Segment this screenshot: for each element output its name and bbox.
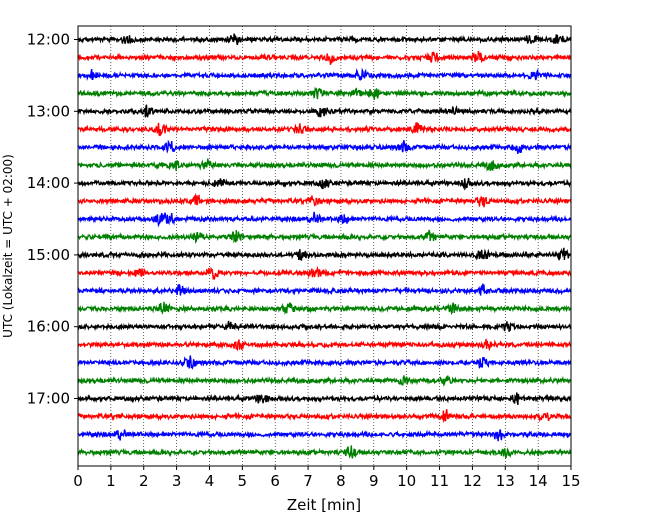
x-tick-label: 12 [463, 472, 482, 490]
x-tick-label: 0 [73, 472, 83, 490]
y-tick-label: 17:00 [27, 390, 70, 408]
trace-row [77, 355, 572, 370]
trace-row [77, 139, 572, 155]
x-tick-label: 8 [336, 472, 346, 490]
y-tick-label: 16:00 [27, 318, 70, 336]
x-axis-label: Zeit [min] [287, 496, 361, 514]
x-tick-label: 15 [561, 472, 580, 490]
trace-row [77, 104, 572, 119]
x-tick-label: 7 [303, 472, 313, 490]
x-tick-label: 5 [238, 472, 248, 490]
trace-row [77, 429, 572, 442]
trace-row [77, 50, 572, 65]
y-tick-label: 14:00 [27, 174, 70, 192]
trace-row [77, 409, 572, 424]
y-axis-ticks: 12:00 13:00 14:00 15:00 16:00 17:00 [27, 31, 78, 408]
trace-row [77, 320, 572, 332]
trace-row [77, 67, 572, 82]
trace-row [77, 33, 572, 46]
x-tick-label: 6 [270, 472, 280, 490]
plot-frame [77, 25, 572, 467]
x-tick-label: 9 [369, 472, 379, 490]
trace-row [77, 374, 572, 387]
y-tick-label: 15:00 [27, 246, 70, 264]
x-tick-label: 13 [496, 472, 515, 490]
trace-row [77, 392, 572, 405]
x-tick-label: 10 [397, 472, 416, 490]
x-axis-ticks: 0 1 2 3 4 5 6 7 8 9 10 11 12 13 14 15 [73, 466, 581, 490]
trace-row [77, 283, 572, 296]
trace-row [77, 86, 572, 100]
trace-row [77, 158, 572, 172]
trace-row [77, 247, 572, 262]
y-tick-label: 12:00 [27, 31, 70, 49]
y-axis-label: UTC (Lokalzeit = UTC + 02:00) [1, 154, 15, 338]
trace-row [77, 177, 572, 191]
trace-row [77, 445, 572, 459]
x-tick-label: 14 [529, 472, 548, 490]
x-tick-label: 1 [106, 472, 116, 490]
trace-row [77, 301, 572, 316]
x-tick-label: 3 [172, 472, 182, 490]
x-tick-label: 2 [139, 472, 149, 490]
x-tick-label: 11 [430, 472, 449, 490]
seismogram-traces [77, 33, 572, 459]
trace-row [77, 265, 572, 280]
trace-row [77, 229, 572, 244]
trace-row [77, 211, 572, 228]
trace-row [77, 192, 572, 208]
trace-row [77, 122, 572, 137]
x-tick-label: 4 [205, 472, 215, 490]
trace-row [77, 338, 572, 352]
y-tick-label: 13:00 [27, 102, 70, 120]
